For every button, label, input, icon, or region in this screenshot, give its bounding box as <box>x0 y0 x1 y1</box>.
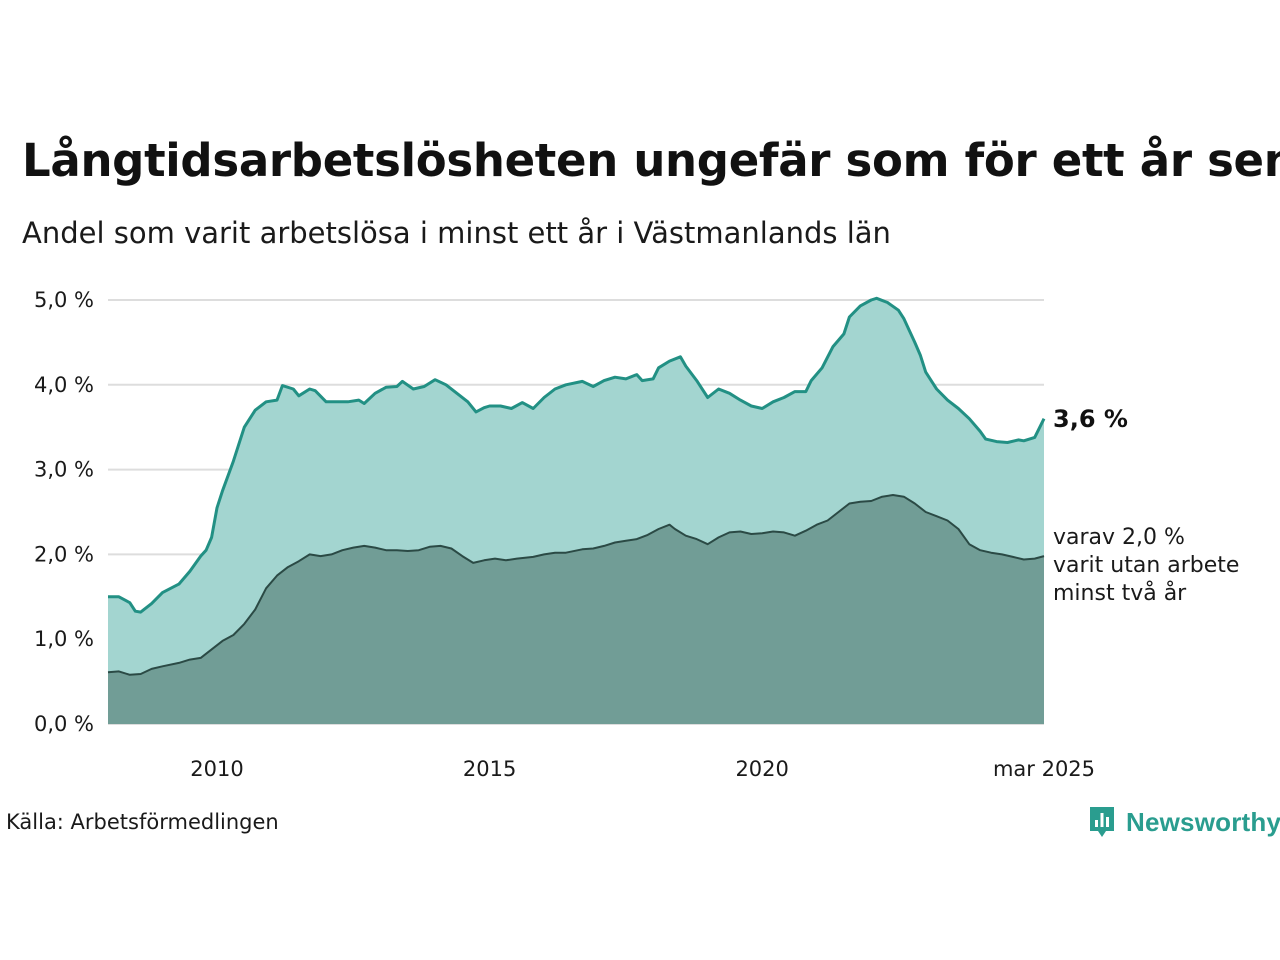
x-tick-label: 2020 <box>735 757 788 781</box>
y-tick-label: 4,0 % <box>34 373 94 397</box>
series-line-long <box>107 494 1045 676</box>
y-tick-label: 2,0 % <box>34 542 94 566</box>
y-axis-ticks: 0,0 % 1,0 % 2,0 % 3,0 % 4,0 % 5,0 % <box>34 288 94 736</box>
chart-subtitle: Andel som varit arbetslösa i minst ett å… <box>22 216 891 250</box>
y-tick-label: 3,0 % <box>34 458 94 482</box>
note-line: minst två år <box>1053 580 1187 606</box>
bar-chart-speech-bubble-icon <box>1090 807 1114 837</box>
y-tick-label: 5,0 % <box>34 288 94 312</box>
newsworthy-logo[interactable]: Newsworthy <box>1088 804 1280 840</box>
series-note: varav 2,0 % varit utan arbete minst två … <box>1053 525 1239 606</box>
note-line: varav 2,0 % <box>1053 525 1185 550</box>
x-tick-label: 2010 <box>190 757 243 781</box>
series-line-total <box>108 296 1046 614</box>
chart-title: Långtidsarbetslösheten ungefär som för e… <box>22 134 1280 187</box>
series-area-long <box>108 495 1044 724</box>
series-areas <box>107 296 1046 724</box>
brand-name: Newsworthy <box>1126 806 1280 837</box>
note-line: varit utan arbete <box>1053 553 1239 578</box>
source-note: Källa: Arbetsförmedlingen <box>6 810 279 834</box>
x-tick-label: mar 2025 <box>993 757 1095 781</box>
x-tick-label: 2015 <box>463 757 516 781</box>
y-tick-label: 0,0 % <box>34 712 94 736</box>
y-tick-label: 1,0 % <box>34 627 94 651</box>
end-value-label: 3,6 % <box>1053 405 1128 433</box>
x-axis-ticks: 2010 2015 2020 mar 2025 <box>190 757 1095 781</box>
